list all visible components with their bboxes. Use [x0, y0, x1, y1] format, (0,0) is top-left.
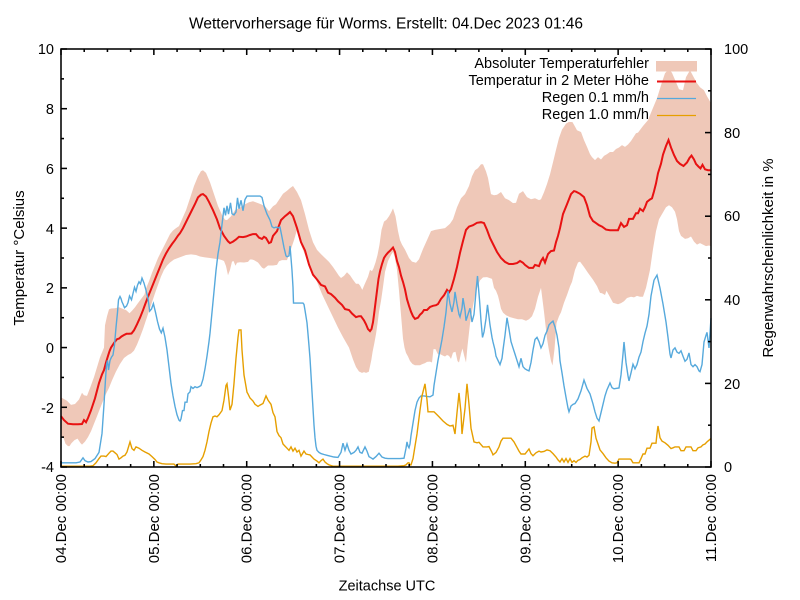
svg-text:07.Dec 00:00: 07.Dec 00:00	[332, 474, 349, 563]
svg-text:8: 8	[46, 102, 54, 118]
svg-text:-2: -2	[41, 401, 54, 417]
svg-text:Absoluter Temperaturfehler: Absoluter Temperaturfehler	[474, 56, 649, 72]
svg-text:60: 60	[724, 209, 740, 225]
svg-text:6: 6	[46, 162, 54, 178]
svg-text:05.Dec 00:00: 05.Dec 00:00	[146, 474, 163, 563]
svg-text:0: 0	[724, 460, 732, 476]
svg-text:Temperatur °Celsius: Temperatur °Celsius	[11, 190, 28, 325]
svg-text:09.Dec 00:00: 09.Dec 00:00	[517, 474, 534, 563]
svg-text:Regenwahrscheinlichkeit in %: Regenwahrscheinlichkeit in %	[760, 158, 777, 357]
svg-text:Temperatur in 2 Meter Höhe: Temperatur in 2 Meter Höhe	[468, 73, 649, 89]
svg-text:08.Dec 00:00: 08.Dec 00:00	[424, 474, 441, 563]
svg-text:04.Dec 00:00: 04.Dec 00:00	[53, 474, 70, 563]
svg-text:Regen 0.1 mm/h: Regen 0.1 mm/h	[542, 90, 649, 106]
svg-text:80: 80	[724, 126, 740, 142]
svg-text:06.Dec 00:00: 06.Dec 00:00	[239, 474, 256, 563]
svg-text:40: 40	[724, 293, 740, 309]
svg-text:Wettervorhersage für Worms. Er: Wettervorhersage für Worms. Erstellt: 04…	[189, 16, 583, 33]
svg-text:4: 4	[46, 222, 54, 238]
svg-text:2: 2	[46, 281, 54, 297]
svg-text:100: 100	[724, 42, 748, 58]
svg-text:10: 10	[38, 42, 54, 58]
svg-text:0: 0	[46, 341, 54, 357]
svg-text:Regen 1.0 mm/h: Regen 1.0 mm/h	[542, 107, 649, 123]
svg-text:Zeitachse UTC: Zeitachse UTC	[339, 579, 436, 595]
svg-text:-4: -4	[41, 460, 54, 476]
svg-text:11.Dec 00:00: 11.Dec 00:00	[703, 474, 720, 562]
svg-text:20: 20	[724, 377, 740, 393]
svg-text:10.Dec 00:00: 10.Dec 00:00	[610, 474, 627, 563]
